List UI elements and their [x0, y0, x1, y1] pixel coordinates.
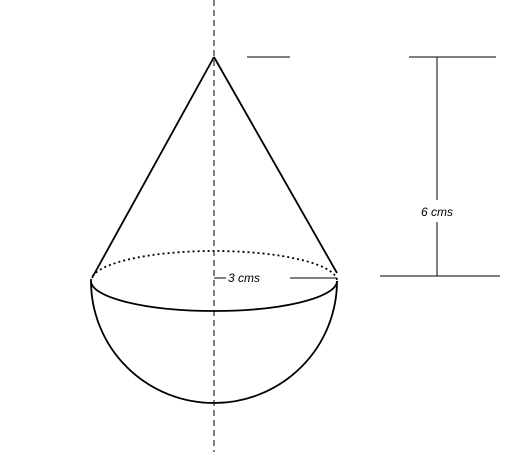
cone-right-edge [213, 56, 338, 274]
base-ellipse-back [90, 250, 338, 282]
hemisphere-outline [90, 280, 338, 404]
height-label: 6 cms [421, 205, 453, 219]
radius-label: 3 cms [228, 271, 260, 285]
cone-left-edge [91, 56, 215, 279]
base-ellipse-front [90, 280, 338, 312]
